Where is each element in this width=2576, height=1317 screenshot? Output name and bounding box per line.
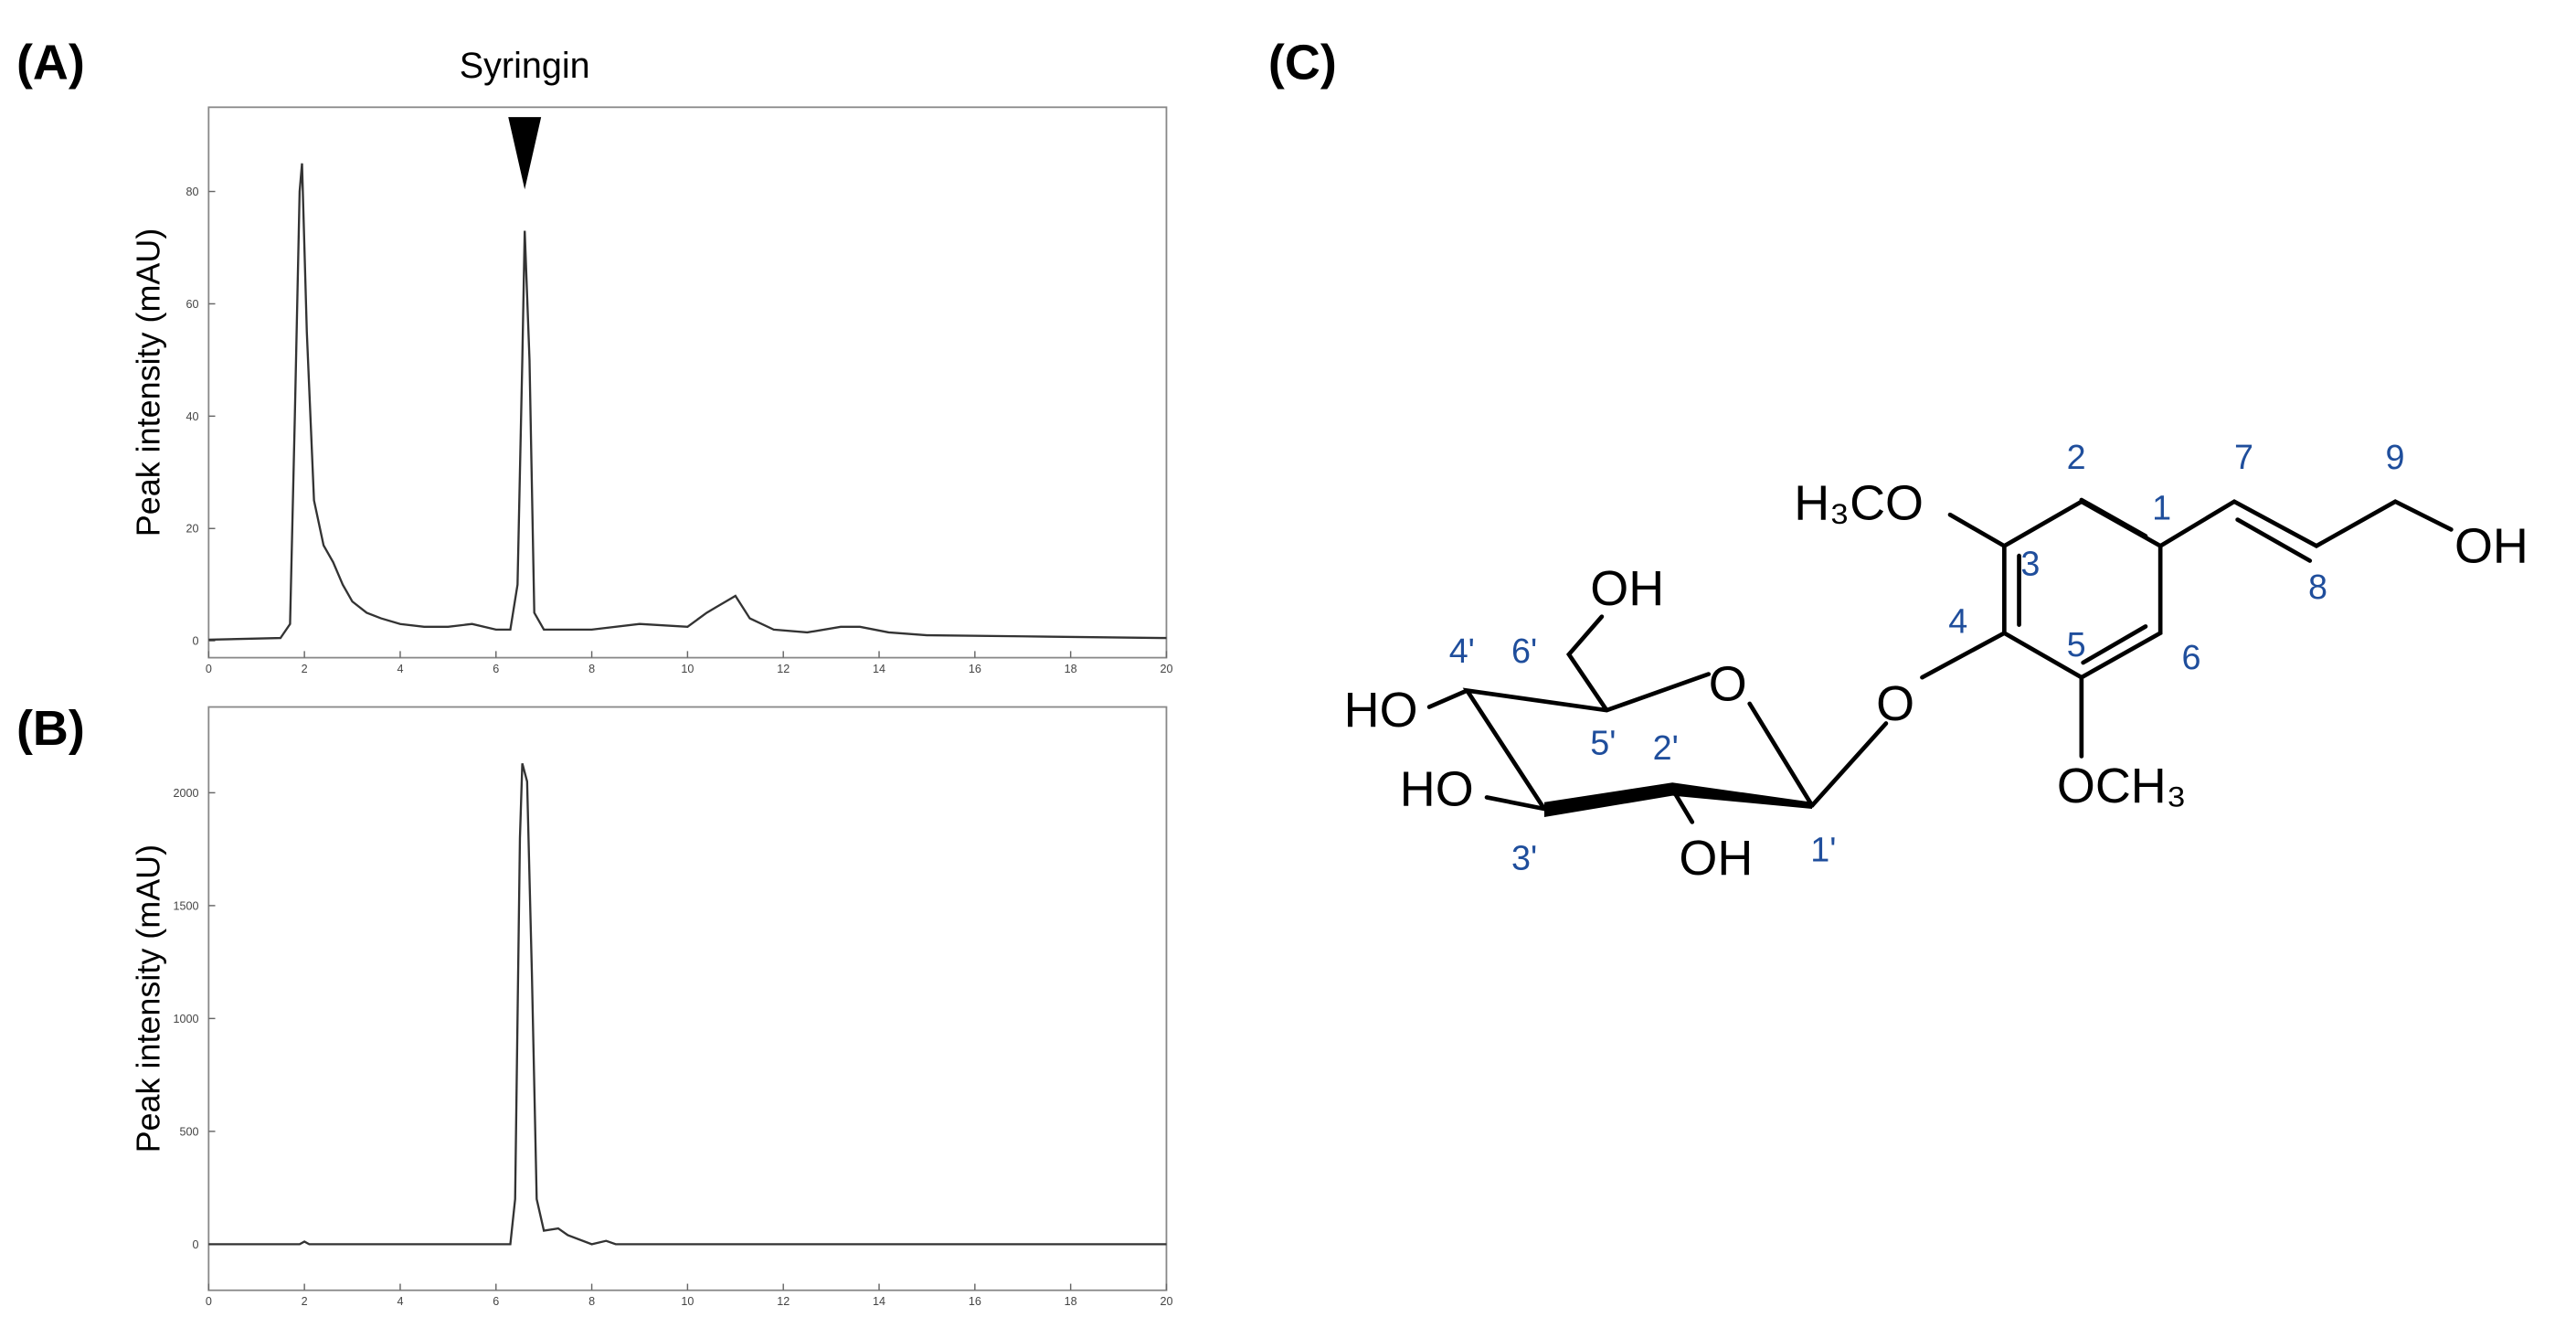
- x-tick-label: 4: [397, 1295, 403, 1308]
- atom: OCH₃: [2057, 759, 2187, 813]
- atom-number: 3': [1511, 839, 1537, 877]
- annotation-arrow: [508, 117, 542, 190]
- x-tick-label: 14: [873, 1295, 885, 1308]
- atom: OH: [1679, 831, 1753, 886]
- atom: OH: [2454, 518, 2528, 573]
- x-tick-label: 4: [397, 663, 403, 675]
- x-tick-label: 14: [873, 663, 885, 675]
- panel-label: (A): [16, 36, 85, 90]
- bond: [1809, 631, 2084, 808]
- x-tick-label: 18: [1065, 1295, 1077, 1308]
- atom-number: 1': [1810, 831, 1836, 869]
- y-axis-label: Peak intensity (mAU): [129, 844, 166, 1153]
- x-tick-label: 0: [206, 1295, 212, 1308]
- chromatogram-line: [208, 163, 1167, 642]
- atom: H₃CO: [1794, 476, 1924, 531]
- y-tick-label: 1000: [174, 1013, 199, 1025]
- atom-number: 2: [2067, 438, 2086, 476]
- bond: [2017, 497, 2148, 665]
- panel-label: (B): [16, 701, 85, 756]
- atom-number: 7: [2234, 438, 2253, 476]
- atom-number: 5: [2067, 625, 2086, 664]
- x-tick-label: 20: [1160, 663, 1172, 675]
- atom-number: 4: [1948, 602, 1967, 641]
- x-tick-label: 12: [777, 1295, 790, 1308]
- x-tick-label: 18: [1065, 663, 1077, 675]
- y-tick-label: 0: [193, 1238, 199, 1251]
- y-tick-label: 20: [186, 523, 199, 536]
- y-tick-label: 2000: [174, 787, 199, 800]
- plot-frame: [207, 106, 1168, 659]
- atom-number: 6': [1511, 632, 1537, 670]
- x-tick-label: 8: [588, 1295, 595, 1308]
- atom: HO: [1400, 761, 1474, 816]
- atom-number: 3: [2020, 545, 2040, 583]
- y-axis-label: Peak intensity (mAU): [129, 228, 166, 537]
- x-tick-label: 12: [777, 663, 790, 675]
- x-tick-label: 10: [681, 663, 694, 675]
- x-tick-label: 8: [588, 663, 595, 675]
- x-tick-label: 6: [493, 663, 499, 675]
- atom-number: 5': [1590, 724, 1616, 762]
- atom-number: 9: [2385, 438, 2404, 476]
- atom-number: 2': [1653, 728, 1679, 767]
- y-tick-label: 40: [186, 410, 199, 423]
- x-tick-label: 10: [681, 1295, 694, 1308]
- y-tick-label: 60: [186, 298, 199, 311]
- atom-number: 4': [1449, 632, 1475, 670]
- atom: HO: [1344, 683, 1418, 738]
- y-tick-label: 80: [186, 186, 199, 198]
- panel-label: (C): [1268, 36, 1337, 90]
- wedge-bond: [1543, 782, 1813, 817]
- x-tick-label: 20: [1160, 1295, 1172, 1308]
- plot-frame: [207, 706, 1168, 1291]
- bond: [1426, 614, 1815, 824]
- atom-number: 1: [2152, 489, 2171, 527]
- y-tick-label: 0: [193, 635, 199, 648]
- atom-number: 8: [2308, 568, 2327, 606]
- x-tick-label: 6: [493, 1295, 499, 1308]
- y-tick-label: 500: [180, 1125, 199, 1138]
- annotation: Syringin: [460, 46, 590, 86]
- x-tick-label: 2: [302, 1295, 308, 1308]
- x-tick-label: 2: [302, 663, 308, 675]
- atom: OH: [1590, 561, 1664, 616]
- x-tick-label: 16: [969, 1295, 981, 1308]
- structure: H₃CO OH OH O O HO HO OH OCH₃ 2 7 9 1 3 8…: [1344, 438, 2528, 886]
- atom-number: 6: [2182, 638, 2201, 676]
- atom: O: [1876, 676, 1914, 731]
- bond: [1947, 499, 2454, 563]
- atom: O: [1709, 656, 1747, 711]
- y-tick-label: 1500: [174, 899, 199, 912]
- x-tick-label: 16: [969, 663, 981, 675]
- x-tick-label: 0: [206, 663, 212, 675]
- chromatogram-line: [208, 762, 1167, 1246]
